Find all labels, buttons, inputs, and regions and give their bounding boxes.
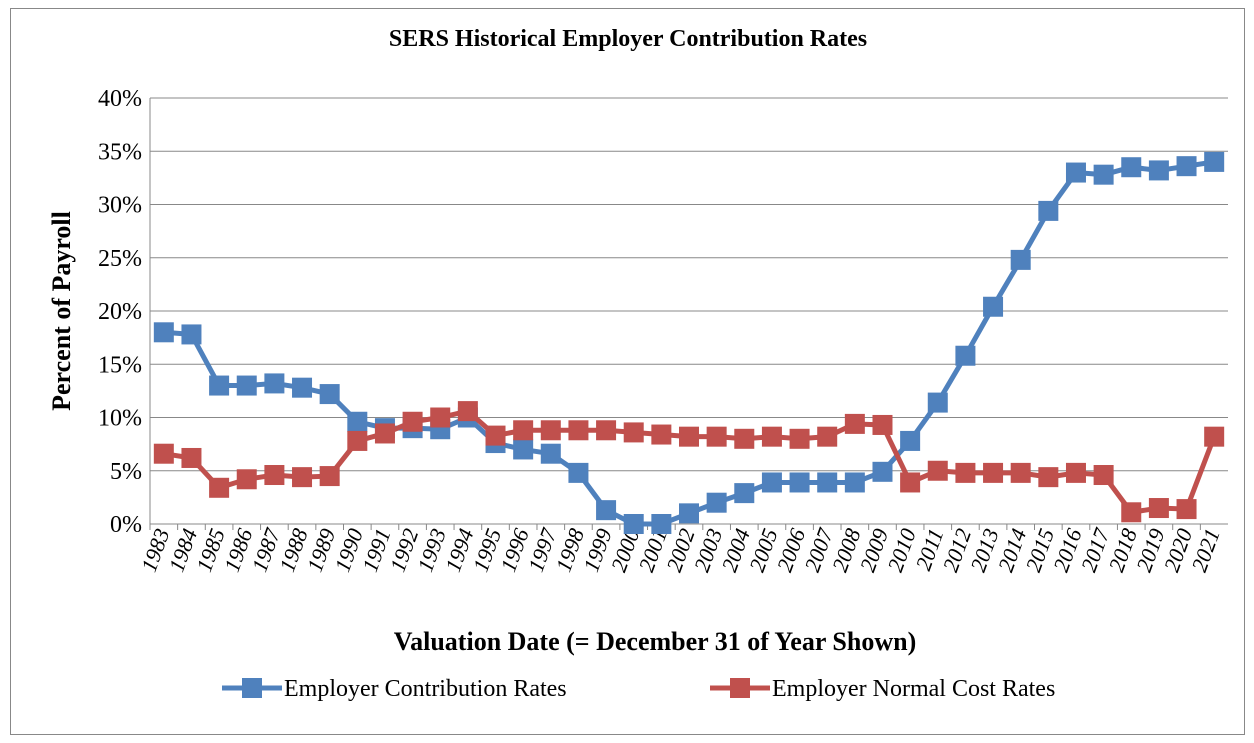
data-point — [872, 461, 893, 482]
data-point — [1148, 160, 1169, 181]
data-point — [568, 462, 589, 483]
data-point — [706, 426, 727, 447]
data-point — [679, 426, 699, 447]
data-point — [844, 472, 865, 493]
data-point — [927, 392, 948, 413]
data-point — [209, 477, 230, 498]
data-point — [844, 413, 865, 434]
data-point — [1065, 462, 1086, 483]
legend-label: Employer Contribution Rates — [284, 676, 567, 702]
data-point — [596, 500, 617, 521]
data-point — [374, 423, 395, 444]
data-point — [347, 411, 368, 432]
data-point — [900, 430, 921, 451]
chart-border — [10, 8, 1245, 735]
data-point — [1121, 157, 1142, 178]
data-point — [983, 462, 1004, 483]
data-point — [485, 425, 506, 446]
data-point — [706, 492, 727, 513]
data-point — [651, 514, 672, 534]
data-point — [540, 420, 561, 441]
data-point — [430, 407, 451, 428]
data-point — [513, 439, 534, 460]
data-point — [236, 469, 257, 490]
data-point — [264, 465, 285, 486]
data-point — [734, 428, 755, 449]
data-point — [900, 472, 921, 493]
data-point — [955, 345, 976, 366]
data-point — [153, 443, 174, 464]
data-point — [1204, 426, 1225, 447]
data-point — [181, 447, 202, 468]
legend-label: Employer Normal Cost Rates — [772, 676, 1055, 702]
data-point — [1121, 502, 1142, 523]
chart-title: SERS Historical Employer Contribution Ra… — [389, 26, 867, 52]
data-point — [568, 420, 589, 441]
data-point — [872, 414, 893, 435]
y-tick-label: 5% — [110, 459, 142, 485]
data-point — [1010, 249, 1031, 270]
data-point — [513, 420, 534, 441]
data-point — [347, 430, 368, 451]
legend-marker — [730, 678, 750, 698]
data-point — [457, 401, 478, 422]
data-point — [1065, 162, 1086, 183]
data-point — [817, 426, 838, 447]
data-point — [292, 377, 313, 398]
y-tick-label: 35% — [98, 139, 142, 165]
y-tick-label: 20% — [98, 299, 142, 325]
legend-marker — [242, 678, 262, 698]
data-point — [623, 422, 644, 443]
data-point — [292, 467, 313, 488]
data-point — [1093, 465, 1114, 486]
data-point — [789, 472, 810, 493]
data-point — [209, 375, 230, 396]
data-point — [734, 483, 755, 504]
x-axis-title: Valuation Date (= December 31 of Year Sh… — [394, 627, 917, 656]
data-point — [319, 466, 340, 487]
data-point — [623, 514, 644, 534]
data-point — [264, 373, 285, 394]
data-point — [1176, 156, 1197, 177]
y-tick-label: 10% — [98, 406, 142, 432]
data-point — [1038, 200, 1059, 221]
y-axis-title: Percent of Payroll — [47, 211, 76, 411]
data-point — [1176, 499, 1197, 520]
y-tick-label: 0% — [110, 512, 142, 538]
data-point — [955, 462, 976, 483]
data-point — [1010, 462, 1031, 483]
data-point — [596, 420, 617, 441]
data-point — [236, 375, 257, 396]
data-point — [153, 322, 174, 343]
data-point — [679, 503, 699, 524]
data-point — [1038, 467, 1059, 488]
data-point — [540, 443, 561, 464]
data-point — [761, 472, 782, 493]
data-point — [817, 472, 838, 493]
data-point — [789, 428, 810, 449]
y-tick-label: 15% — [98, 352, 142, 378]
data-point — [983, 296, 1004, 317]
y-tick-label: 25% — [98, 246, 142, 272]
y-tick-label: 30% — [98, 193, 142, 219]
data-point — [927, 460, 948, 481]
data-point — [319, 384, 340, 405]
y-tick-label: 40% — [98, 86, 142, 112]
data-point — [761, 426, 782, 447]
data-point — [1148, 498, 1169, 519]
data-point — [1204, 151, 1225, 172]
data-point — [402, 411, 423, 432]
data-point — [651, 424, 672, 445]
data-point — [181, 324, 202, 345]
data-point — [1093, 164, 1114, 185]
